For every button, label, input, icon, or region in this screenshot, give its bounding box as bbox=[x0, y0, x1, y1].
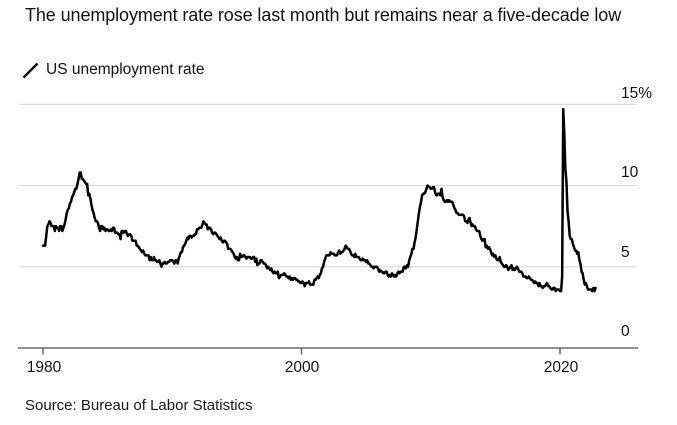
y-tick-label-10: 10 bbox=[621, 164, 639, 181]
x-tick-label-2000: 2000 bbox=[285, 359, 320, 376]
x-tick-label-2020: 2020 bbox=[544, 359, 579, 376]
source-attribution: Source: Bureau of Labor Statistics bbox=[25, 397, 253, 414]
chart-title: The unemployment rate rose last month bu… bbox=[25, 5, 622, 25]
x-axis-ticks bbox=[42, 348, 561, 355]
unemployment-chart-plot: 15% 10 5 0 1980 2000 2020 bbox=[18, 85, 652, 376]
legend-label: US unemployment rate bbox=[46, 61, 205, 78]
diagonal-line-icon bbox=[22, 62, 39, 78]
y-tick-label-0: 0 bbox=[621, 323, 630, 340]
y-tick-label-15: 15% bbox=[621, 85, 652, 102]
unemployment-rate-line bbox=[41, 107, 597, 293]
y-tick-label-5: 5 bbox=[621, 244, 630, 261]
x-tick-label-1980: 1980 bbox=[27, 359, 62, 376]
chart-legend: US unemployment rate bbox=[22, 60, 205, 80]
y-gridlines bbox=[19, 103, 637, 268]
